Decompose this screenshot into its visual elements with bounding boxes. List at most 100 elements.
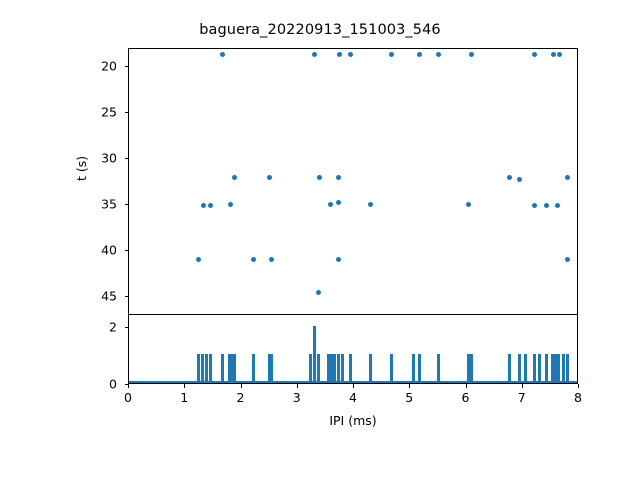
figure-title: baguera_20220913_151003_546	[199, 22, 441, 38]
histogram-bar	[205, 354, 209, 383]
histogram-bar	[197, 354, 201, 383]
histogram-bar	[312, 325, 316, 383]
histogram-bar	[469, 354, 473, 383]
x-tick-label: 2	[236, 390, 245, 405]
x-tick-mark	[578, 384, 579, 388]
x-tick-label: 8	[574, 390, 582, 405]
histogram-bar	[524, 354, 528, 383]
x-tick-mark	[409, 384, 411, 388]
histogram-bar	[561, 354, 565, 383]
x-tick-label: 7	[517, 390, 526, 405]
x-tick-mark	[465, 384, 467, 388]
histogram-bar	[544, 354, 548, 383]
x-tick-mark	[521, 384, 523, 388]
histogram-bar	[557, 354, 561, 383]
x-tick-mark	[184, 384, 186, 388]
scatter-point	[347, 52, 353, 57]
y-tick-mark	[124, 295, 128, 297]
histogram-bar	[252, 354, 256, 383]
y-tick-label: 35	[101, 196, 117, 212]
scatter-point	[532, 203, 538, 209]
x-tick-label: 4	[349, 390, 357, 405]
histogram-bar	[230, 354, 234, 383]
scatter-point	[468, 52, 474, 57]
scatter-point	[368, 202, 374, 208]
y-tick-label: 30	[101, 150, 117, 166]
scatter-axes	[128, 48, 578, 314]
scatter-point	[532, 52, 538, 57]
x-tick-label: 1	[180, 390, 189, 405]
x-tick-mark	[240, 384, 242, 388]
histogram-bar	[553, 354, 557, 383]
scatter-point	[551, 52, 557, 57]
histogram-bar	[337, 354, 341, 383]
y-tick-mark	[124, 326, 128, 328]
scatter-point	[315, 289, 321, 295]
scatter-points-layer	[129, 49, 577, 314]
y-tick-mark	[124, 158, 128, 160]
histogram-bar	[507, 354, 511, 383]
x-tick-mark	[296, 384, 298, 388]
histogram-bar	[550, 354, 554, 383]
histogram-bar	[369, 354, 373, 383]
scatter-point	[465, 202, 471, 208]
y-tick-mark	[124, 384, 128, 385]
scatter-point	[336, 174, 342, 180]
histogram-bar	[330, 354, 333, 383]
histogram-bar	[538, 354, 542, 383]
scatter-point	[564, 174, 570, 180]
scatter-point	[436, 52, 442, 57]
scatter-point	[231, 174, 237, 180]
scatter-point	[311, 52, 317, 57]
scatter-point	[200, 203, 206, 209]
y-tick-mark	[124, 249, 128, 251]
y-tick-label: 45	[101, 288, 117, 304]
scatter-point	[220, 52, 226, 57]
histogram-bar	[533, 354, 537, 383]
y-tick-label: 20	[101, 58, 117, 74]
y-tick-mark	[124, 112, 128, 114]
scatter-point	[543, 203, 549, 209]
histogram-bar	[208, 354, 212, 383]
histogram-bar	[200, 354, 204, 383]
histogram-bar	[565, 354, 569, 383]
scatter-point	[336, 256, 342, 262]
histogram-bar	[348, 354, 352, 383]
histogram-bar	[389, 354, 393, 383]
y-tick-mark	[124, 66, 128, 68]
x-tick-label: 5	[405, 390, 414, 405]
scatter-point	[336, 199, 342, 205]
histogram-bar	[316, 354, 320, 383]
histogram-bar	[340, 354, 344, 383]
scatter-point	[328, 201, 334, 207]
scatter-point	[556, 52, 562, 57]
x-tick-label: 6	[461, 390, 470, 405]
scatter-point	[251, 256, 257, 262]
histogram-bar	[437, 354, 441, 383]
y-tick-label: 2	[109, 319, 117, 335]
scatter-point	[506, 174, 512, 180]
histogram-axes	[128, 314, 578, 384]
x-tick-label: 0	[124, 390, 132, 405]
scatter-point	[316, 174, 322, 180]
x-tick-mark	[353, 384, 354, 388]
x-tick-mark	[128, 384, 129, 388]
histogram-bar	[233, 354, 237, 383]
scatter-point	[554, 203, 560, 209]
histogram-bar	[221, 354, 225, 383]
histogram-bar	[327, 354, 331, 383]
scatter-point	[228, 201, 234, 207]
scatter-point	[269, 256, 275, 262]
histogram-bars-layer	[129, 315, 577, 383]
y-tick-label: 0	[109, 376, 117, 392]
histogram-bar	[308, 354, 312, 383]
scatter-point	[207, 203, 213, 209]
y-tick-mark	[124, 203, 128, 205]
histogram-baseline	[129, 381, 577, 383]
scatter-point	[388, 52, 394, 57]
scatter-point	[564, 256, 570, 262]
scatter-point	[196, 256, 202, 262]
histogram-bar	[411, 354, 415, 383]
x-tick-label: 3	[292, 390, 301, 405]
